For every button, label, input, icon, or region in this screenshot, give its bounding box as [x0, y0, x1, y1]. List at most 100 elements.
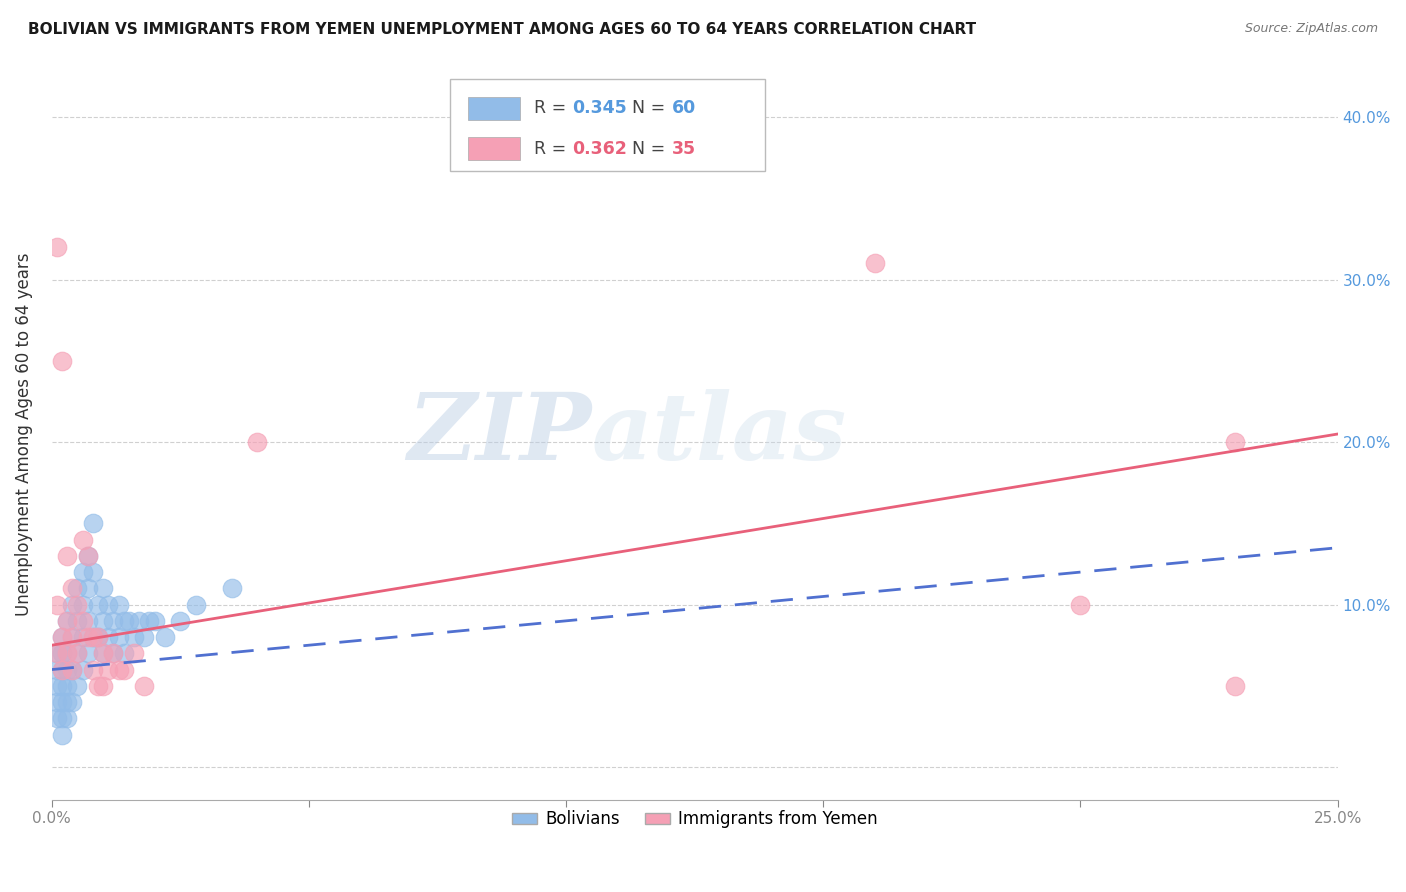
Text: N =: N = [621, 99, 671, 118]
Point [66, 646, 89, 660]
Point [51, 663, 73, 677]
Point [51, 695, 73, 709]
Point [45, 711, 67, 725]
Point [107, 663, 129, 677]
Point [112, 663, 135, 677]
Point [60, 598, 83, 612]
Point [60, 582, 83, 596]
Point [72, 614, 94, 628]
Point [76, 614, 98, 628]
Point [51, 679, 73, 693]
Point [87, 679, 110, 693]
Text: N =: N = [621, 140, 671, 158]
Point [82, 663, 104, 677]
Point [45, 663, 67, 677]
Legend: Bolivians, Immigrants from Yemen: Bolivians, Immigrants from Yemen [505, 804, 884, 835]
Point [128, 614, 150, 628]
Point [153, 630, 176, 644]
Point [76, 582, 98, 596]
Point [87, 598, 110, 612]
Point [107, 630, 129, 644]
Point [56, 614, 79, 628]
Point [66, 679, 89, 693]
Point [60, 663, 83, 677]
Point [103, 646, 125, 660]
Point [45, 240, 67, 254]
Point [91, 582, 114, 596]
Point [118, 614, 141, 628]
Point [863, 256, 886, 270]
Text: R =: R = [534, 140, 572, 158]
Text: 60: 60 [672, 99, 696, 118]
Text: 0.345: 0.345 [572, 99, 627, 118]
Point [66, 598, 89, 612]
Point [72, 663, 94, 677]
Point [112, 614, 135, 628]
Text: ZIP: ZIP [408, 389, 592, 479]
Point [66, 582, 89, 596]
Point [56, 663, 79, 677]
Point [51, 646, 73, 660]
Point [51, 630, 73, 644]
FancyBboxPatch shape [450, 79, 765, 171]
Point [56, 614, 79, 628]
Point [1223, 435, 1246, 450]
Point [246, 435, 269, 450]
Point [66, 646, 89, 660]
Point [82, 565, 104, 579]
Point [56, 646, 79, 660]
Point [51, 630, 73, 644]
Point [169, 614, 191, 628]
Point [56, 549, 79, 563]
Point [45, 646, 67, 660]
Point [45, 598, 67, 612]
Point [56, 711, 79, 725]
Point [91, 646, 114, 660]
Point [97, 663, 120, 677]
Point [112, 646, 135, 660]
Point [134, 630, 156, 644]
FancyBboxPatch shape [468, 137, 520, 161]
Point [82, 630, 104, 644]
Point [56, 695, 79, 709]
Point [82, 630, 104, 644]
Point [97, 630, 120, 644]
Point [138, 614, 160, 628]
Point [51, 711, 73, 725]
Point [51, 663, 73, 677]
Point [60, 695, 83, 709]
Point [122, 630, 145, 644]
Point [91, 614, 114, 628]
Point [1069, 598, 1091, 612]
Point [66, 614, 89, 628]
Point [72, 630, 94, 644]
Point [45, 646, 67, 660]
Point [87, 630, 110, 644]
Point [76, 630, 98, 644]
Text: atlas: atlas [592, 389, 846, 479]
Point [51, 354, 73, 368]
Point [184, 598, 207, 612]
Point [56, 679, 79, 693]
Point [45, 679, 67, 693]
Point [103, 614, 125, 628]
Point [91, 646, 114, 660]
Y-axis label: Unemployment Among Ages 60 to 64 years: Unemployment Among Ages 60 to 64 years [15, 252, 32, 615]
Point [107, 598, 129, 612]
Point [76, 549, 98, 563]
Point [1223, 679, 1246, 693]
Point [72, 533, 94, 547]
Point [72, 565, 94, 579]
Point [122, 646, 145, 660]
Point [221, 582, 243, 596]
Text: Source: ZipAtlas.com: Source: ZipAtlas.com [1244, 22, 1378, 36]
Point [97, 598, 120, 612]
Point [76, 549, 98, 563]
Point [45, 695, 67, 709]
FancyBboxPatch shape [468, 96, 520, 120]
Text: 0.362: 0.362 [572, 140, 627, 158]
Point [51, 727, 73, 741]
Point [72, 598, 94, 612]
Point [56, 646, 79, 660]
Point [60, 630, 83, 644]
